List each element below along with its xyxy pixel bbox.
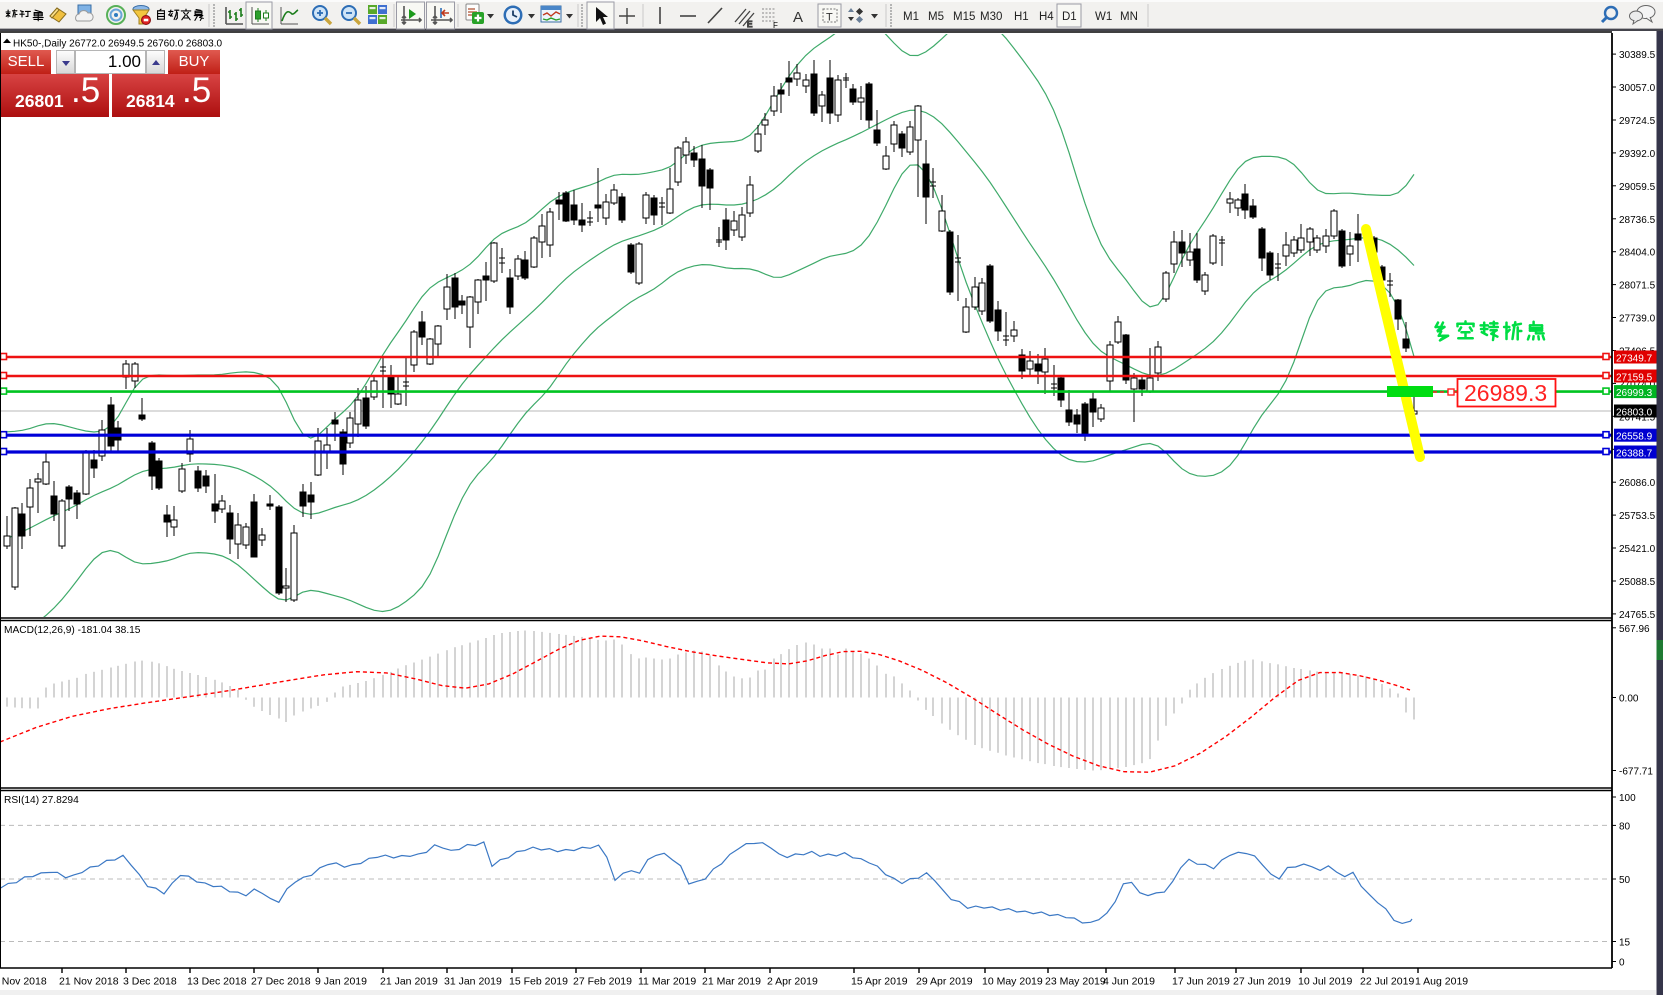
svg-text:27739.0: 27739.0 <box>1619 314 1656 325</box>
svg-text:3 Dec 2018: 3 Dec 2018 <box>123 976 177 988</box>
svg-text:26999.3: 26999.3 <box>1616 388 1653 399</box>
svg-text:23 May 2019: 23 May 2019 <box>1045 976 1106 988</box>
svg-text:27159.5: 27159.5 <box>1616 373 1653 384</box>
svg-text:13 Dec 2018: 13 Dec 2018 <box>187 976 247 988</box>
svg-text:H4: H4 <box>1039 11 1054 23</box>
svg-text:17 Jun 2019: 17 Jun 2019 <box>1172 976 1230 988</box>
svg-text:25753.5: 25753.5 <box>1619 511 1656 522</box>
svg-text:26086.0: 26086.0 <box>1619 478 1656 489</box>
svg-text:9 Nov 2018: 9 Nov 2018 <box>0 976 47 988</box>
svg-text:27 Jun 2019: 27 Jun 2019 <box>1233 976 1291 988</box>
svg-text:M30: M30 <box>980 11 1002 23</box>
svg-text:29 Apr 2019: 29 Apr 2019 <box>916 976 973 988</box>
svg-text:15 Feb 2019: 15 Feb 2019 <box>509 976 568 988</box>
svg-text:W1: W1 <box>1095 11 1112 23</box>
svg-text:26989.3: 26989.3 <box>1464 380 1547 406</box>
svg-text:30057.0: 30057.0 <box>1619 83 1656 94</box>
svg-text:21 Jan 2019: 21 Jan 2019 <box>380 976 438 988</box>
svg-text:28736.5: 28736.5 <box>1619 215 1656 226</box>
svg-text:2 Apr 2019: 2 Apr 2019 <box>767 976 818 988</box>
svg-text:0: 0 <box>1619 958 1625 969</box>
svg-text:29059.5: 29059.5 <box>1619 182 1656 193</box>
svg-text:26741.5: 26741.5 <box>1619 412 1656 423</box>
svg-text:50: 50 <box>1619 875 1631 886</box>
svg-text:A: A <box>793 9 803 26</box>
svg-text:MACD(12,26,9) -181.04 38.15: MACD(12,26,9) -181.04 38.15 <box>4 625 141 636</box>
svg-text:M15: M15 <box>953 11 975 23</box>
svg-text:HK50-,Daily 26772.0 26949.5 2: HK50-,Daily 26772.0 26949.5 26760.0 2680… <box>13 39 222 50</box>
svg-text:24765.5: 24765.5 <box>1619 610 1656 621</box>
svg-text:31 Jan 2019: 31 Jan 2019 <box>444 976 502 988</box>
svg-text:28071.5: 28071.5 <box>1619 281 1656 292</box>
svg-text:M5: M5 <box>928 11 944 23</box>
svg-text:22 Jul 2019: 22 Jul 2019 <box>1360 976 1414 988</box>
svg-text:29724.5: 29724.5 <box>1619 116 1656 127</box>
svg-text:M1: M1 <box>903 11 919 23</box>
svg-text:MN: MN <box>1120 11 1138 23</box>
svg-text:T: T <box>826 12 833 24</box>
svg-text:9 Jan 2019: 9 Jan 2019 <box>315 976 367 988</box>
svg-text:0.00: 0.00 <box>1619 694 1639 705</box>
svg-text:27 Feb 2019: 27 Feb 2019 <box>573 976 632 988</box>
svg-text:H1: H1 <box>1014 11 1029 23</box>
svg-text:4 Jun 2019: 4 Jun 2019 <box>1103 976 1155 988</box>
svg-text:26388.7: 26388.7 <box>1616 449 1653 460</box>
svg-text:26558.9: 26558.9 <box>1616 432 1653 443</box>
svg-text:30389.5: 30389.5 <box>1619 50 1656 61</box>
svg-text:27074.0: 27074.0 <box>1619 379 1656 390</box>
svg-text:D1: D1 <box>1062 11 1077 23</box>
svg-text:27 Dec 2018: 27 Dec 2018 <box>251 976 311 988</box>
svg-text:28404.0: 28404.0 <box>1619 248 1656 259</box>
svg-text:15: 15 <box>1619 938 1631 949</box>
svg-text:25421.0: 25421.0 <box>1619 544 1656 555</box>
svg-text:21 Nov 2018: 21 Nov 2018 <box>59 976 119 988</box>
svg-text:F: F <box>773 21 778 30</box>
svg-text:80: 80 <box>1619 821 1631 832</box>
svg-text:10 Jul 2019: 10 Jul 2019 <box>1298 976 1352 988</box>
svg-text:11 Mar 2019: 11 Mar 2019 <box>638 976 696 988</box>
svg-text:26803.0: 26803.0 <box>1616 408 1653 419</box>
svg-text:1 Aug 2019: 1 Aug 2019 <box>1415 976 1468 988</box>
svg-text:25088.5: 25088.5 <box>1619 577 1656 588</box>
svg-text:567.96: 567.96 <box>1619 624 1650 635</box>
svg-text:100: 100 <box>1619 793 1636 804</box>
svg-text:RSI(14) 27.8294: RSI(14) 27.8294 <box>4 795 79 806</box>
svg-text:29392.0: 29392.0 <box>1619 149 1656 160</box>
svg-text:10 May 2019: 10 May 2019 <box>982 976 1043 988</box>
svg-text:15 Apr 2019: 15 Apr 2019 <box>851 976 908 988</box>
svg-text:E: E <box>747 20 752 29</box>
svg-text:-677.71: -677.71 <box>1619 767 1653 778</box>
svg-text:27349.7: 27349.7 <box>1616 354 1653 365</box>
svg-text:21 Mar 2019: 21 Mar 2019 <box>702 976 761 988</box>
